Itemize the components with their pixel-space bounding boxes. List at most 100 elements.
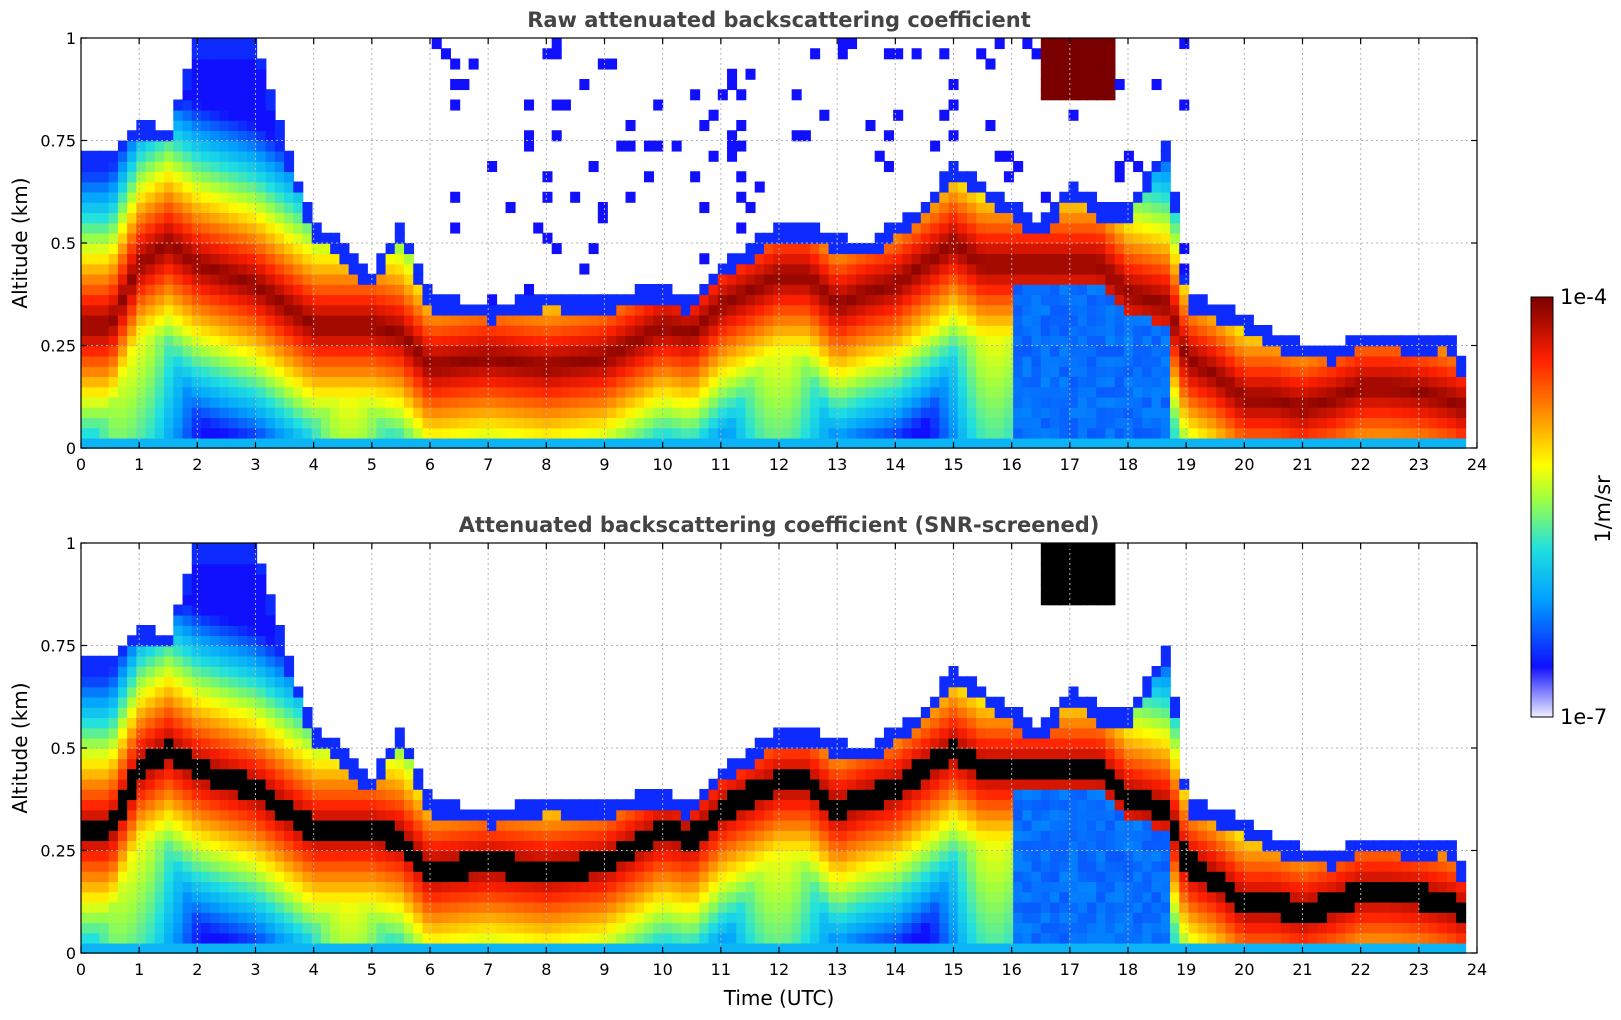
heatmap-cell [219, 386, 230, 398]
heatmap-cell [625, 335, 636, 347]
heatmap-cell [274, 789, 285, 801]
heatmap-cell [182, 161, 193, 173]
heatmap-cell [1409, 355, 1421, 367]
heatmap-cell [127, 778, 138, 790]
heatmap-cell [117, 150, 128, 162]
heatmap-cell [551, 871, 562, 883]
heatmap-cell [551, 427, 562, 439]
heatmap-cell [154, 212, 165, 224]
heatmap-cell [837, 437, 848, 449]
heatmap-cell [302, 840, 313, 852]
heatmap-cell [671, 140, 682, 152]
heatmap-cell [265, 645, 276, 657]
heatmap-cell [551, 325, 562, 337]
heatmap-cell [265, 830, 276, 842]
heatmap-cell [1160, 355, 1171, 367]
heatmap-cell [200, 171, 212, 183]
heatmap-cell [376, 901, 387, 913]
heatmap-cell [920, 222, 931, 234]
heatmap-cell [210, 38, 221, 50]
heatmap-cell [699, 284, 710, 296]
heatmap-cell [219, 901, 230, 913]
heatmap-cell [468, 335, 479, 347]
heatmap-cell [847, 437, 858, 449]
heatmap-cell [1068, 253, 1079, 265]
heatmap-cell [247, 48, 258, 60]
heatmap-cell [127, 860, 138, 872]
heatmap-cell [413, 932, 424, 944]
heatmap-cell [1068, 325, 1079, 337]
heatmap-cell [413, 407, 424, 419]
heatmap-cell [902, 386, 913, 398]
heatmap-cell [247, 130, 258, 142]
heatmap-cell [311, 437, 322, 449]
heatmap-cell [865, 376, 876, 388]
heatmap-cell [90, 727, 101, 739]
heatmap-cell [542, 171, 553, 183]
heatmap-cell [182, 891, 193, 903]
heatmap-cell [90, 202, 101, 214]
heatmap-cell [662, 932, 673, 944]
heatmap-cell [874, 417, 885, 429]
heatmap-cell [1133, 222, 1144, 234]
heatmap-cell [339, 850, 350, 862]
heatmap-cell [182, 748, 193, 760]
heatmap-cell [1437, 335, 1448, 347]
heatmap-cell [182, 304, 193, 316]
heatmap-cell [311, 222, 322, 234]
heatmap-cell [320, 922, 331, 934]
heatmap-cell [1409, 407, 1421, 419]
heatmap-cell [957, 396, 968, 408]
heatmap-cell [496, 860, 507, 872]
heatmap-cell [671, 932, 682, 944]
heatmap-cell [164, 860, 175, 872]
heatmap-cell [920, 314, 931, 326]
heatmap-cell [985, 376, 996, 388]
heatmap-cell [893, 253, 904, 265]
heatmap-cell [597, 396, 608, 408]
heatmap-cell [662, 789, 673, 801]
heatmap-cell [643, 809, 655, 821]
heatmap-cell [293, 253, 304, 265]
heatmap-cell [1160, 284, 1171, 296]
heatmap-cell [284, 799, 295, 811]
heatmap-cell [173, 109, 184, 121]
heatmap-cell [376, 437, 387, 449]
heatmap-cell [782, 222, 793, 234]
heatmap-cell [690, 366, 701, 378]
heatmap-cell [1086, 417, 1097, 429]
heatmap-cell [616, 850, 627, 862]
heatmap-cell [173, 417, 184, 429]
heatmap-cell [1326, 407, 1337, 419]
heatmap-cell [256, 860, 267, 872]
heatmap-cell [90, 830, 101, 842]
heatmap-cell [976, 427, 987, 439]
heatmap-cell [1391, 437, 1402, 449]
heatmap-cell [274, 799, 285, 811]
heatmap-cell [164, 942, 175, 954]
heatmap-cell [957, 202, 968, 214]
heatmap-cell [117, 294, 128, 306]
heatmap-cell [247, 396, 258, 408]
heatmap-cell [745, 355, 756, 367]
heatmap-cell [976, 253, 987, 265]
heatmap-cell [680, 912, 691, 924]
heatmap-cell [680, 294, 691, 306]
heatmap-cell [136, 932, 147, 944]
heatmap-cell [81, 717, 92, 729]
heatmap-cell [90, 417, 101, 429]
heatmap-cell [597, 345, 608, 357]
heatmap-cell [191, 130, 202, 142]
heatmap-cell [145, 335, 156, 347]
heatmap-cell [228, 543, 239, 555]
heatmap-cell [717, 427, 728, 439]
heatmap-cell [145, 912, 156, 924]
heatmap-cell [671, 830, 682, 842]
heatmap-cell [99, 901, 110, 913]
heatmap-cell [228, 819, 239, 831]
heatmap-cell [939, 345, 950, 357]
heatmap-cell [182, 222, 193, 234]
heatmap-cell [1271, 427, 1282, 439]
heatmap-cell [348, 830, 359, 842]
heatmap-cell [247, 437, 258, 449]
